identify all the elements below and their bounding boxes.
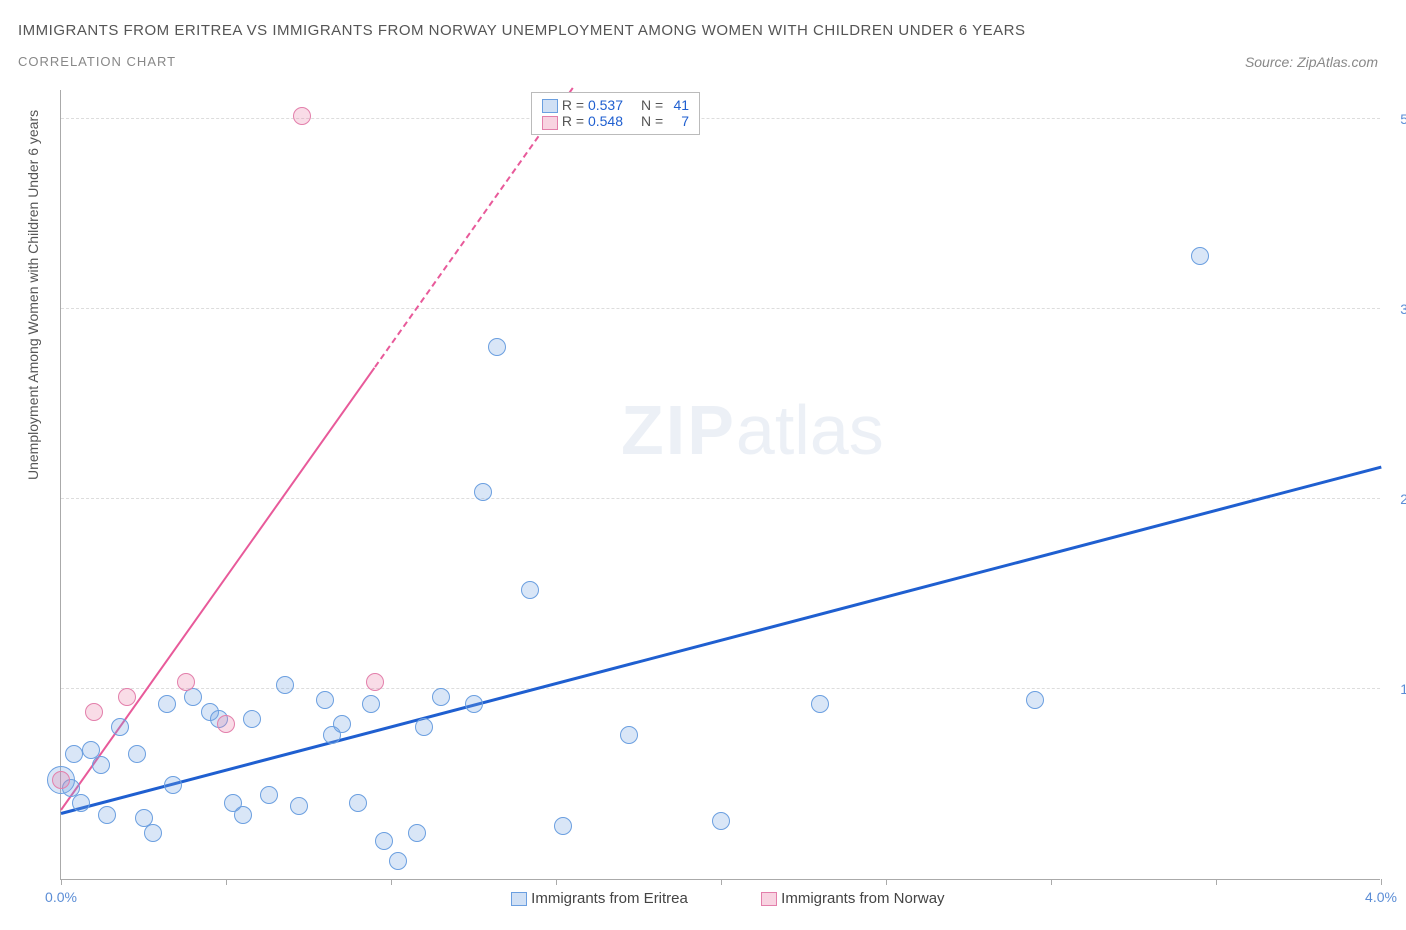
plot-area: ZIPatlas 12.5%25.0%37.5%50.0%0.0%4.0% R … [60, 90, 1380, 880]
gridline [61, 688, 1380, 689]
data-point [164, 776, 182, 794]
n-value: 41 [667, 97, 689, 113]
gridline [61, 308, 1380, 309]
x-tick [61, 879, 62, 885]
r-value: 0.537 [588, 97, 623, 113]
data-point [290, 797, 308, 815]
x-tick [556, 879, 557, 885]
r-value: 0.548 [588, 113, 623, 129]
data-point [712, 812, 730, 830]
trend-line [61, 466, 1382, 815]
data-point [620, 726, 638, 744]
data-point [811, 695, 829, 713]
data-point [276, 676, 294, 694]
data-point [1191, 247, 1209, 265]
data-point [85, 703, 103, 721]
data-point [177, 673, 195, 691]
x-tick [886, 879, 887, 885]
legend-swatch [542, 99, 558, 113]
data-point [92, 756, 110, 774]
data-point [118, 688, 136, 706]
data-point [375, 832, 393, 850]
r-label: R = [562, 113, 584, 129]
data-point [1026, 691, 1044, 709]
data-point [144, 824, 162, 842]
chart-subtitle: CORRELATION CHART [18, 54, 176, 69]
x-tick-label: 4.0% [1365, 889, 1397, 905]
data-point [111, 718, 129, 736]
source-attribution: Source: ZipAtlas.com [1245, 54, 1378, 70]
legend-swatch [761, 892, 777, 906]
data-point [554, 817, 572, 835]
data-point [72, 794, 90, 812]
data-point [234, 806, 252, 824]
y-tick-label: 50.0% [1385, 111, 1406, 127]
n-label: N = [641, 97, 663, 113]
data-point [158, 695, 176, 713]
legend-swatch [511, 892, 527, 906]
y-tick-label: 12.5% [1385, 681, 1406, 697]
data-point [389, 852, 407, 870]
x-tick [1051, 879, 1052, 885]
series-legend-item: Immigrants from Eritrea [511, 890, 688, 907]
gridline [61, 498, 1380, 499]
x-tick [1216, 879, 1217, 885]
data-point [128, 745, 146, 763]
legend-label: Immigrants from Norway [781, 890, 944, 907]
data-point [488, 338, 506, 356]
x-tick [721, 879, 722, 885]
data-point [65, 745, 83, 763]
data-point [408, 824, 426, 842]
stats-legend: R = 0.537 N = 41 R = 0.548 N = 7 [531, 92, 700, 135]
x-tick-label: 0.0% [45, 889, 77, 905]
legend-swatch [542, 116, 558, 130]
data-point [415, 718, 433, 736]
data-point [260, 786, 278, 804]
data-point [217, 715, 235, 733]
data-point [521, 581, 539, 599]
stats-row: R = 0.537 N = 41 [542, 97, 689, 113]
watermark: ZIPatlas [621, 390, 884, 470]
data-point [366, 673, 384, 691]
data-point [362, 695, 380, 713]
data-point [52, 771, 70, 789]
y-tick-label: 25.0% [1385, 491, 1406, 507]
data-point [432, 688, 450, 706]
data-point [474, 483, 492, 501]
data-point [243, 710, 261, 728]
n-value: 7 [667, 113, 689, 129]
data-point [349, 794, 367, 812]
n-label: N = [641, 113, 663, 129]
legend-label: Immigrants from Eritrea [531, 890, 688, 907]
data-point [293, 107, 311, 125]
chart-title: IMMIGRANTS FROM ERITREA VS IMMIGRANTS FR… [18, 22, 1025, 39]
x-tick [391, 879, 392, 885]
stats-row: R = 0.548 N = 7 [542, 113, 689, 129]
gridline [61, 118, 1380, 119]
data-point [98, 806, 116, 824]
x-tick [1381, 879, 1382, 885]
series-legend-item: Immigrants from Norway [761, 890, 945, 907]
y-tick-label: 37.5% [1385, 301, 1406, 317]
x-tick [226, 879, 227, 885]
data-point [465, 695, 483, 713]
y-axis-label: Unemployment Among Women with Children U… [25, 110, 41, 480]
data-point [333, 715, 351, 733]
r-label: R = [562, 97, 584, 113]
data-point [316, 691, 334, 709]
